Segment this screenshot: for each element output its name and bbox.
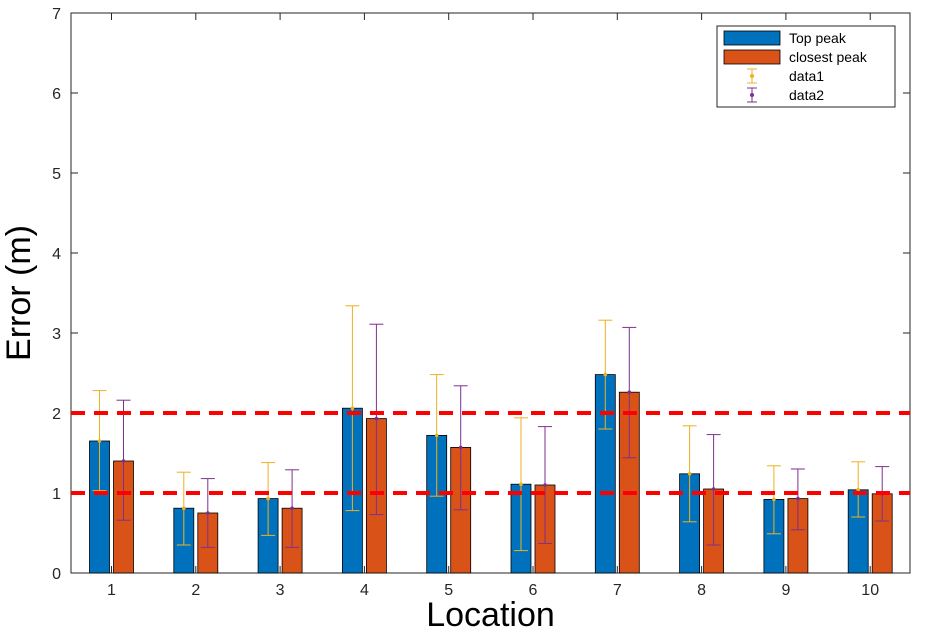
errorbar-point-data1 xyxy=(856,488,860,492)
legend-label: Top peak xyxy=(789,30,847,46)
errorbar-point-data2 xyxy=(121,459,126,463)
x-tick-label: 3 xyxy=(276,582,285,599)
errorbar-point-data2 xyxy=(711,487,716,491)
legend-label: closest peak xyxy=(789,49,868,65)
legend-swatch-1 xyxy=(723,49,781,65)
x-tick-label: 10 xyxy=(861,582,879,599)
errorbar-point-data2 xyxy=(627,390,632,395)
x-tick-label: 9 xyxy=(781,582,790,599)
legend-label: data1 xyxy=(789,68,824,84)
errorbar-point-data1 xyxy=(350,406,355,411)
x-axis-title: Location xyxy=(426,596,555,634)
y-axis-title: Error (m) xyxy=(0,225,38,361)
legend-swatch-0 xyxy=(723,30,781,46)
errorbar-point-data1 xyxy=(97,439,102,443)
x-tick-label: 1 xyxy=(107,582,116,599)
errorbar-point-data1 xyxy=(603,372,608,377)
errorbar-point-data2 xyxy=(543,483,547,487)
x-tick-label: 7 xyxy=(613,582,622,599)
errorbar-point-data1 xyxy=(266,496,270,501)
y-tick-label: 0 xyxy=(52,566,61,583)
errorbar-point-data1 xyxy=(687,472,692,476)
legend-errorbar-point xyxy=(750,93,754,97)
y-tick-label: 5 xyxy=(52,166,61,183)
y-tick-label: 7 xyxy=(52,6,61,23)
x-tick-label: 4 xyxy=(360,582,369,599)
x-tick-label: 6 xyxy=(529,582,538,599)
y-tick-label: 3 xyxy=(52,326,61,343)
errorbar-point-data2 xyxy=(374,416,379,421)
x-tick-label: 2 xyxy=(191,582,200,599)
errorbar-point-data2 xyxy=(796,496,800,501)
x-tick-label: 5 xyxy=(444,582,453,599)
errorbar-point-data1 xyxy=(182,506,186,511)
x-tick-label: 8 xyxy=(697,582,706,599)
y-tick-label: 1 xyxy=(52,486,61,503)
errorbar-point-data2 xyxy=(458,445,463,450)
legend-label: data2 xyxy=(789,87,824,103)
legend-errorbar-point xyxy=(750,74,754,78)
errorbar-point-data1 xyxy=(519,482,523,487)
errorbar-point-data1 xyxy=(434,433,439,438)
y-tick-label: 4 xyxy=(52,246,61,263)
errorbar-point-data1 xyxy=(772,497,776,502)
errorbar-point-data2 xyxy=(290,506,294,511)
errorbar-point-data2 xyxy=(206,511,210,515)
y-tick-label: 2 xyxy=(52,406,61,423)
y-tick-label: 6 xyxy=(52,86,61,103)
